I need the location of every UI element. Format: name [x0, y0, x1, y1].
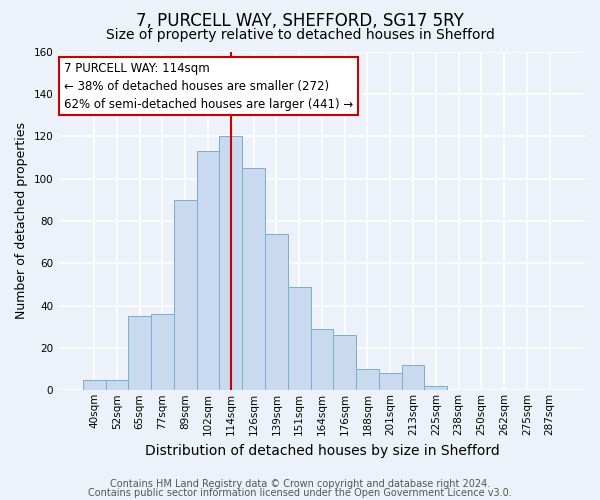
- Bar: [379, 374, 401, 390]
- Text: Contains public sector information licensed under the Open Government Licence v3: Contains public sector information licen…: [88, 488, 512, 498]
- Text: 7, PURCELL WAY, SHEFFORD, SG17 5RY: 7, PURCELL WAY, SHEFFORD, SG17 5RY: [136, 12, 464, 30]
- Bar: [128, 316, 151, 390]
- Bar: [311, 329, 334, 390]
- Bar: [424, 386, 447, 390]
- Bar: [220, 136, 242, 390]
- Bar: [356, 369, 379, 390]
- Bar: [197, 151, 220, 390]
- Bar: [334, 335, 356, 390]
- Bar: [83, 380, 106, 390]
- Y-axis label: Number of detached properties: Number of detached properties: [15, 122, 28, 320]
- Bar: [265, 234, 288, 390]
- Bar: [401, 365, 424, 390]
- Bar: [174, 200, 197, 390]
- Bar: [242, 168, 265, 390]
- X-axis label: Distribution of detached houses by size in Shefford: Distribution of detached houses by size …: [145, 444, 499, 458]
- Bar: [288, 286, 311, 391]
- Text: Size of property relative to detached houses in Shefford: Size of property relative to detached ho…: [106, 28, 494, 42]
- Bar: [151, 314, 174, 390]
- Text: 7 PURCELL WAY: 114sqm
← 38% of detached houses are smaller (272)
62% of semi-det: 7 PURCELL WAY: 114sqm ← 38% of detached …: [64, 62, 353, 110]
- Bar: [106, 380, 128, 390]
- Text: Contains HM Land Registry data © Crown copyright and database right 2024.: Contains HM Land Registry data © Crown c…: [110, 479, 490, 489]
